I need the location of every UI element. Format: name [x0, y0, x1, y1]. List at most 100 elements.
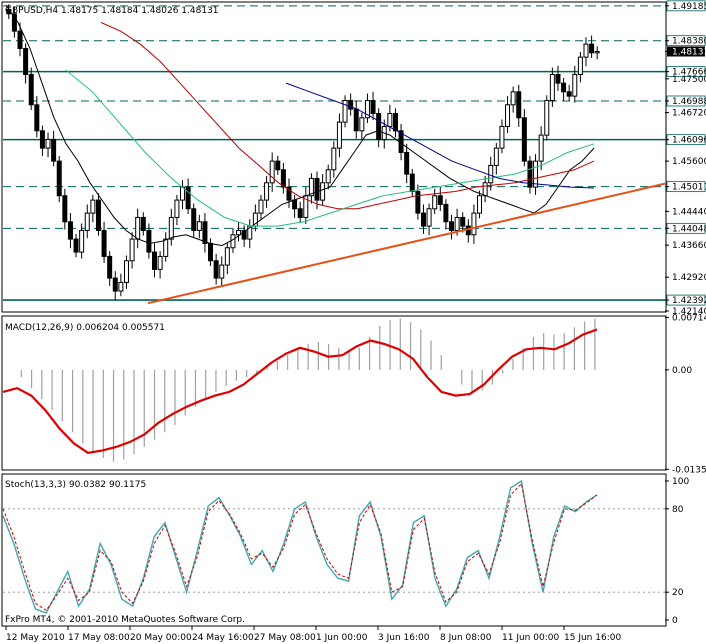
candle-body-35 — [202, 221, 208, 244]
y-tick-label-15: 1.42140 — [672, 307, 706, 317]
candle-body-62 — [353, 108, 359, 132]
candle-body-2 — [17, 30, 23, 49]
candle-body-58 — [331, 147, 337, 171]
y-tick-label-2: 1.48131 — [672, 47, 706, 57]
macd-y-label-0: 0.00714 — [672, 313, 706, 323]
macd-y-label-1: 0.00 — [672, 366, 692, 376]
x-tick-label-5: 1 Jun 00:00 — [316, 633, 368, 643]
y-tick-label-13: 1.42920 — [672, 273, 706, 283]
candle-body-21 — [123, 260, 129, 283]
candle-body-102 — [577, 56, 583, 75]
candle-body-90 — [510, 91, 516, 106]
candle-body-80 — [454, 216, 460, 231]
candle-body-45 — [258, 199, 264, 214]
candle-body-39 — [224, 247, 230, 266]
x-tick-label-0: 12 May 2010 — [6, 633, 65, 643]
stoch-y-label-0: 100 — [672, 477, 689, 487]
candle-body-33 — [191, 208, 197, 231]
candle-body-8 — [51, 138, 57, 162]
candle-body-65 — [370, 99, 376, 114]
macd-signal-line — [2, 328, 598, 454]
copyright-text: FxPro MT4, © 2001-2010 MetaQuotes Softwa… — [5, 615, 245, 625]
candle-body-37 — [213, 260, 219, 279]
macd-title: MACD(12,26,9) 0.006204 0.005571 — [5, 323, 165, 333]
candle-body-72 — [409, 173, 415, 192]
candle-body-18 — [107, 255, 113, 279]
main-pane — [1, 1, 667, 313]
candle-body-98 — [555, 73, 561, 84]
candle-body-15 — [90, 199, 96, 214]
y-tick-label-6: 1.46720 — [672, 109, 706, 119]
y-tick-label-11: 1.44048 — [672, 224, 706, 234]
chart-title: GBPUSD,H4 1.48175 1.48184 1.48026 1.4813… — [5, 6, 219, 16]
candle-body-19 — [112, 277, 118, 292]
candle-body-29 — [168, 216, 174, 240]
candle-body-48 — [275, 160, 281, 171]
y-tick-label-14: 1.42392 — [672, 296, 706, 306]
stoch-title: Stoch(13,3,3) 90.0382 90.1175 — [5, 480, 146, 490]
candle-body-7 — [45, 138, 51, 149]
candle-body-49 — [280, 169, 286, 188]
x-tick-label-6: 3 Jun 16:00 — [378, 633, 430, 643]
candle-body-6 — [39, 130, 45, 149]
y-tick-label-4: 1.47500 — [672, 75, 706, 85]
candle-body-59 — [336, 121, 342, 149]
candle-body-27 — [157, 255, 163, 270]
candle-body-10 — [62, 195, 68, 223]
candle-body-95 — [538, 134, 544, 162]
candle-body-51 — [292, 199, 298, 210]
candle-body-71 — [404, 151, 410, 175]
candle-body-16 — [95, 199, 101, 231]
candle-body-38 — [219, 264, 225, 279]
moving-average-2 — [65, 69, 595, 227]
candle-body-73 — [415, 190, 421, 214]
candle-body-75 — [426, 208, 432, 227]
candle-body-42 — [241, 229, 247, 240]
candle-body-36 — [208, 242, 214, 262]
y-tick-label-12: 1.43660 — [672, 241, 706, 251]
candle-body-86 — [488, 164, 494, 184]
candle-body-84 — [477, 195, 483, 214]
candle-body-50 — [286, 186, 292, 201]
candle-body-87 — [493, 147, 499, 166]
candle-body-9 — [56, 160, 62, 197]
candle-body-104 — [589, 43, 595, 54]
macd-pane — [1, 315, 667, 471]
candle-body-85 — [482, 182, 488, 197]
stoch-y-label-3: 0 — [672, 616, 678, 626]
candle-body-103 — [583, 43, 589, 58]
candle-body-99 — [561, 82, 567, 93]
x-tick-label-7: 8 Jun 08:00 — [440, 633, 492, 643]
candle-body-91 — [516, 91, 522, 119]
candle-body-1 — [11, 13, 17, 32]
candle-body-105 — [594, 51, 600, 54]
candle-body-32 — [185, 186, 191, 210]
candle-body-88 — [499, 125, 505, 149]
candle-body-81 — [460, 216, 466, 227]
x-tick-label-1: 17 May 08:00 — [68, 633, 130, 643]
candle-body-11 — [67, 221, 73, 240]
candle-body-14 — [84, 212, 90, 231]
candle-body-52 — [297, 208, 303, 218]
trendline — [147, 182, 666, 305]
candle-body-93 — [527, 160, 533, 188]
macd-layer — [2, 318, 598, 462]
candle-body-22 — [129, 238, 135, 262]
moving-average-1 — [100, 22, 595, 210]
candle-body-64 — [364, 99, 370, 119]
y-tick-label-0: 1.49185 — [672, 2, 706, 12]
candle-body-68 — [387, 112, 393, 127]
x-tick-label-8: 11 Jun 00:00 — [502, 633, 559, 643]
candle-body-26 — [152, 251, 157, 270]
candle-body-60 — [342, 99, 348, 123]
candle-body-79 — [449, 221, 454, 231]
candle-body-13 — [79, 229, 85, 253]
candle-body-30 — [174, 199, 180, 218]
candle-body-83 — [471, 212, 477, 236]
candle-body-40 — [230, 234, 236, 249]
x-tick-label-9: 15 Jun 16:00 — [564, 633, 621, 643]
candle-body-47 — [269, 160, 275, 184]
